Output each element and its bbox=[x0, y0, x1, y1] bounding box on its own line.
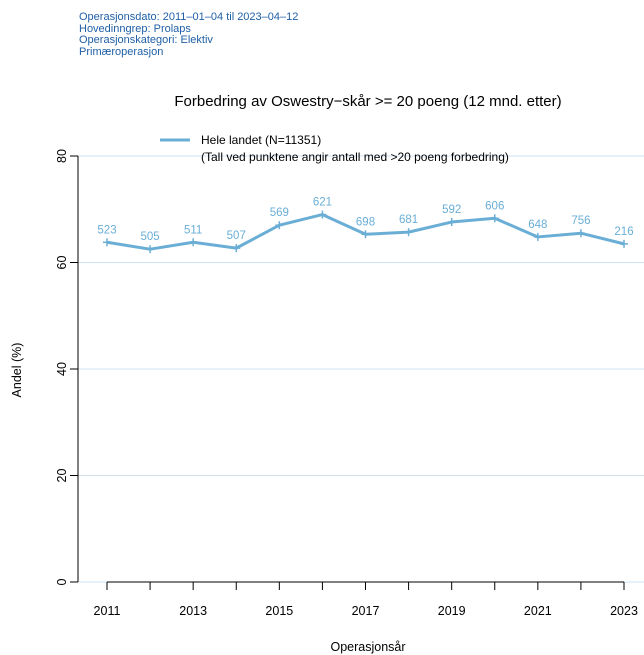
data-label: 621 bbox=[313, 197, 332, 209]
data-label: 698 bbox=[356, 216, 375, 228]
chart-title: Forbedring av Oswestry−skår >= 20 poeng … bbox=[174, 93, 561, 110]
x-tick-label: 2011 bbox=[94, 604, 121, 618]
filter-primary: Primæroperasjon bbox=[79, 45, 164, 58]
y-tick-label: 60 bbox=[55, 256, 69, 270]
data-label: 592 bbox=[442, 204, 461, 216]
x-tick-label: 2013 bbox=[179, 604, 207, 618]
axes: 0 20 40 60 80 2011 2013 2015 2017 2019 2021 2023 bbox=[55, 149, 638, 618]
y-tick-label: 80 bbox=[55, 149, 69, 163]
data-label: 507 bbox=[227, 230, 246, 242]
filter-date: Operasjonsdato: 2011–01–04 til 2023–04–1… bbox=[79, 11, 299, 23]
y-tick-label: 40 bbox=[55, 362, 69, 376]
data-label: 681 bbox=[399, 214, 418, 226]
data-label: 606 bbox=[485, 200, 504, 212]
x-tick-label: 2019 bbox=[438, 604, 466, 618]
y-tick-label: 0 bbox=[55, 578, 69, 585]
y-axis-label: Andel (%) bbox=[10, 343, 24, 398]
filter-category: Operasjonskategori: Elektiv bbox=[79, 34, 213, 46]
data-label: 511 bbox=[184, 224, 202, 236]
filter-procedure: Hovedinngrep: Prolaps bbox=[79, 22, 191, 35]
x-tick-label: 2023 bbox=[610, 604, 638, 618]
x-tick-label: 2017 bbox=[352, 604, 380, 618]
legend-series-name: Hele landet (N=11351) bbox=[201, 133, 321, 147]
data-label: 648 bbox=[528, 219, 547, 231]
data-label: 569 bbox=[270, 207, 289, 219]
y-tick-label: 20 bbox=[55, 469, 69, 483]
data-label: 216 bbox=[614, 226, 633, 238]
filter-info: Operasjonsdato: 2011–01–04 til 2023–04–1… bbox=[79, 11, 299, 58]
series-layer: 523 505 511 507 569 621 698 681 592 606 648 756 216 bbox=[97, 197, 634, 254]
x-tick-label: 2015 bbox=[265, 604, 293, 618]
legend: Hele landet (N=11351) (Tall ved punktene… bbox=[160, 133, 509, 164]
legend-note: (Tall ved punktene angir antall med >20 … bbox=[201, 150, 509, 164]
data-label: 505 bbox=[140, 231, 159, 243]
data-label: 523 bbox=[97, 224, 116, 236]
x-axis-label: Operasjonsår bbox=[330, 640, 405, 654]
x-tick-label: 2021 bbox=[524, 604, 552, 618]
data-label: 756 bbox=[571, 215, 590, 227]
